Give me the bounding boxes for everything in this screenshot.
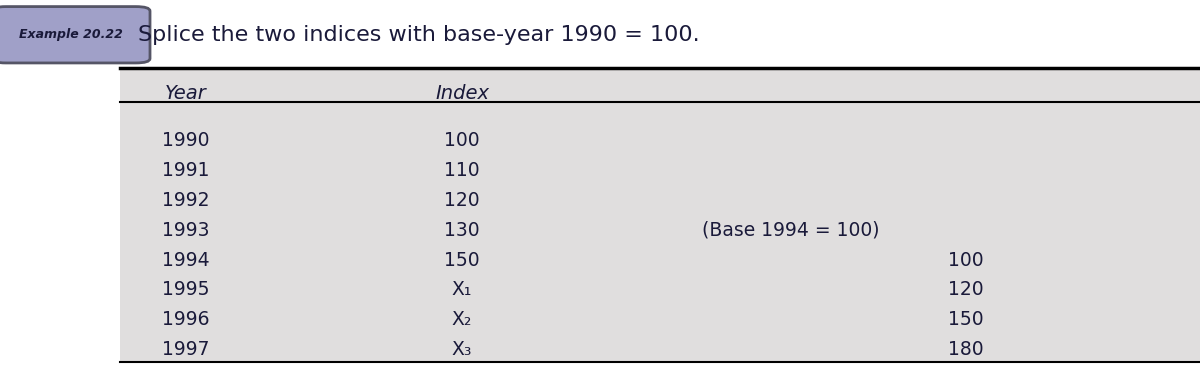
Text: X₃: X₃ xyxy=(451,340,473,359)
Text: X₂: X₂ xyxy=(452,310,472,329)
Text: 110: 110 xyxy=(444,161,480,180)
Text: 150: 150 xyxy=(444,251,480,270)
Text: 100: 100 xyxy=(948,251,984,270)
Text: 150: 150 xyxy=(948,310,984,329)
Text: Splice the two indices with base-year 1990 = 100.: Splice the two indices with base-year 19… xyxy=(138,25,700,45)
Text: (Base 1994 = 100): (Base 1994 = 100) xyxy=(702,221,880,240)
Text: 1997: 1997 xyxy=(162,340,210,359)
Text: X₁: X₁ xyxy=(452,280,472,299)
Text: 1990: 1990 xyxy=(162,131,210,150)
Text: 1992: 1992 xyxy=(162,191,210,210)
Text: 1993: 1993 xyxy=(162,221,210,240)
Text: Index: Index xyxy=(436,84,490,103)
Text: 1991: 1991 xyxy=(162,161,210,180)
Text: Example 20.22: Example 20.22 xyxy=(19,28,122,41)
Text: 1994: 1994 xyxy=(162,251,210,270)
FancyBboxPatch shape xyxy=(0,7,150,63)
Text: 100: 100 xyxy=(444,131,480,150)
Text: 120: 120 xyxy=(444,191,480,210)
Text: 120: 120 xyxy=(948,280,984,299)
Text: 1996: 1996 xyxy=(162,310,210,329)
Text: 180: 180 xyxy=(948,340,984,359)
Bar xyxy=(120,68,1200,362)
Text: Year: Year xyxy=(166,84,206,103)
Text: 1995: 1995 xyxy=(162,280,210,299)
Text: 130: 130 xyxy=(444,221,480,240)
